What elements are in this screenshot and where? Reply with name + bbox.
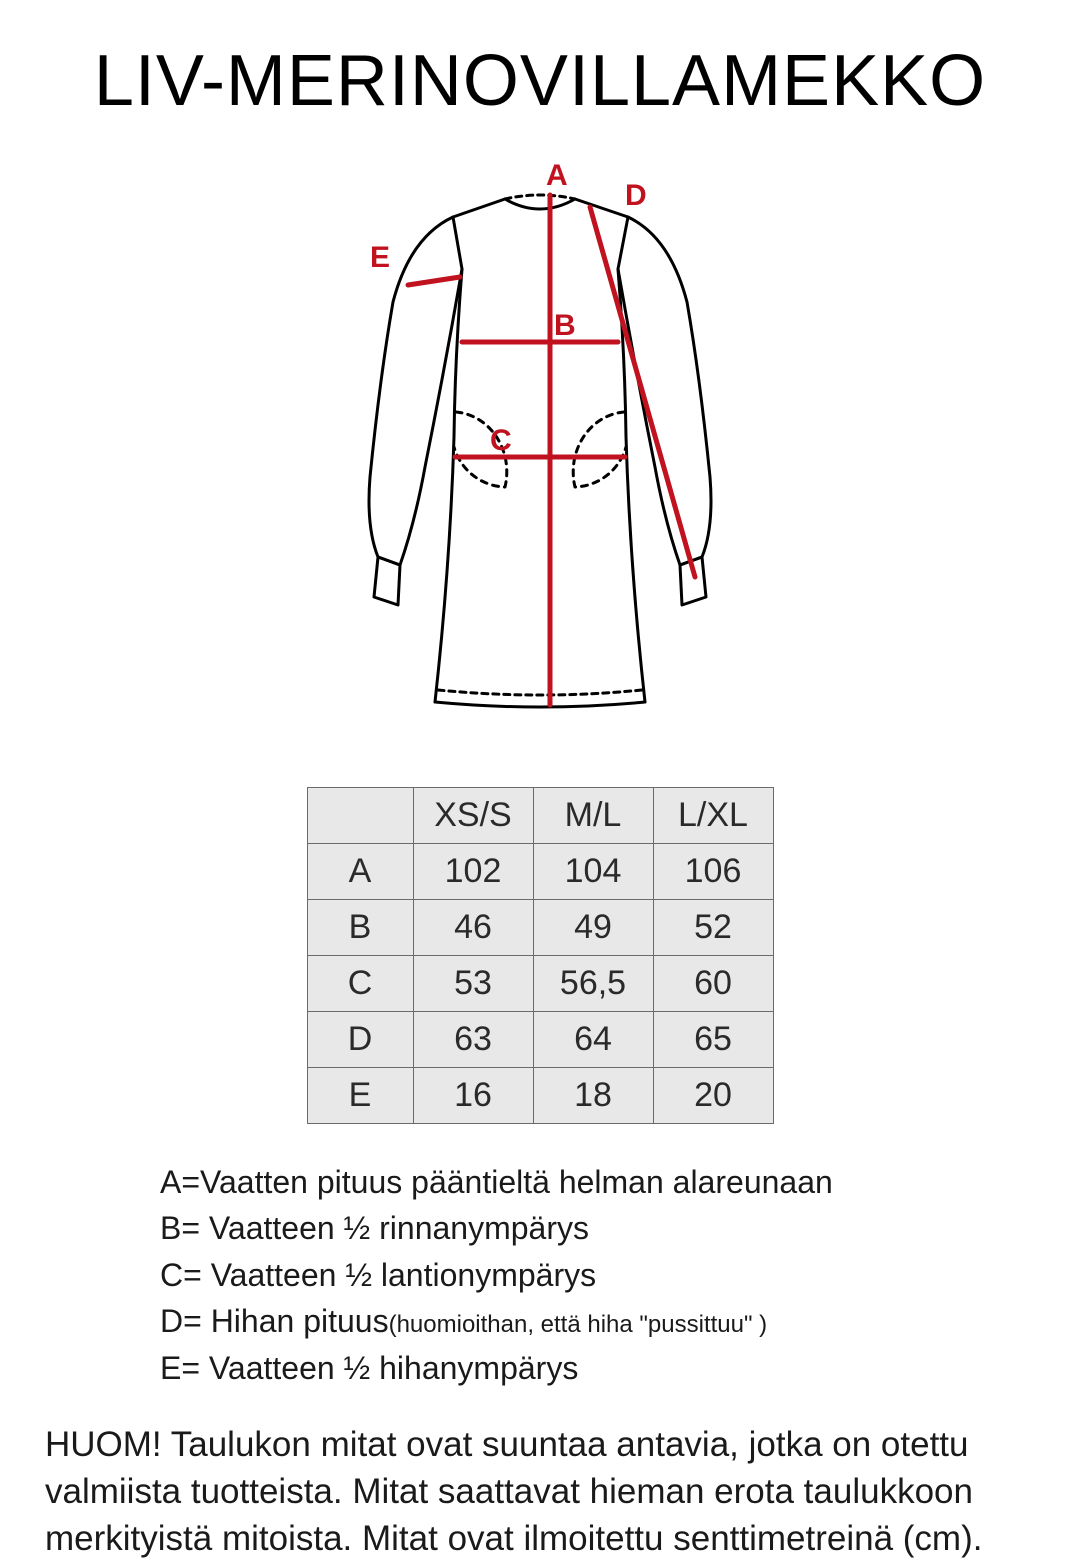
legend-e: E= Vaatteen ½ hihanympärys (160, 1345, 833, 1391)
diagram-label-b: B (554, 309, 576, 342)
table-header-xs-s: XS/S (413, 788, 533, 844)
cell: 56,5 (533, 956, 653, 1012)
diagram-label-d: D (625, 179, 647, 212)
row-label-b: B (307, 900, 413, 956)
legend-d-note: (huomioithan, että hiha "pussittuu" ) (389, 1311, 768, 1338)
cell: 49 (533, 900, 653, 956)
page-title: LIV-MERINOVILLAMEKKO (94, 40, 986, 122)
footer-note: HUOM! Taulukon mitat ovat suuntaa antavi… (45, 1421, 1035, 1563)
table-row: D 63 64 65 (307, 1012, 773, 1068)
row-label-a: A (307, 844, 413, 900)
diagram-label-c: C (490, 424, 512, 457)
cell: 46 (413, 900, 533, 956)
table-header-m-l: M/L (533, 788, 653, 844)
diagram-label-e: E (370, 241, 390, 274)
table-header-blank (307, 788, 413, 844)
diagram-label-a: A (546, 159, 568, 192)
cell: 18 (533, 1068, 653, 1124)
dress-diagram: A D B C E (290, 147, 790, 767)
cell: 60 (653, 956, 773, 1012)
table-row: B 46 49 52 (307, 900, 773, 956)
row-label-d: D (307, 1012, 413, 1068)
cell: 64 (533, 1012, 653, 1068)
cell: 16 (413, 1068, 533, 1124)
cell: 53 (413, 956, 533, 1012)
cell: 65 (653, 1012, 773, 1068)
cell: 104 (533, 844, 653, 900)
row-label-e: E (307, 1068, 413, 1124)
table-header-l-xl: L/XL (653, 788, 773, 844)
legend-c: C= Vaatteen ½ lantionympärys (160, 1252, 833, 1298)
cell: 63 (413, 1012, 533, 1068)
table-row: A 102 104 106 (307, 844, 773, 900)
cell: 52 (653, 900, 773, 956)
legend-a: A=Vaatten pituus pääntieltä helman alare… (160, 1159, 833, 1205)
cell: 106 (653, 844, 773, 900)
legend-d-prefix: D= Hihan pituus (160, 1303, 389, 1339)
row-label-c: C (307, 956, 413, 1012)
legend-d: D= Hihan pituus(huomioithan, että hiha "… (160, 1298, 833, 1344)
cell: 102 (413, 844, 533, 900)
legend-b: B= Vaatteen ½ rinnanympärys (160, 1205, 833, 1251)
measurement-legend: A=Vaatten pituus pääntieltä helman alare… (160, 1159, 833, 1391)
size-table: XS/S M/L L/XL A 102 104 106 B 46 49 52 C… (307, 787, 774, 1124)
table-row: C 53 56,5 60 (307, 956, 773, 1012)
table-header-row: XS/S M/L L/XL (307, 788, 773, 844)
table-row: E 16 18 20 (307, 1068, 773, 1124)
cell: 20 (653, 1068, 773, 1124)
